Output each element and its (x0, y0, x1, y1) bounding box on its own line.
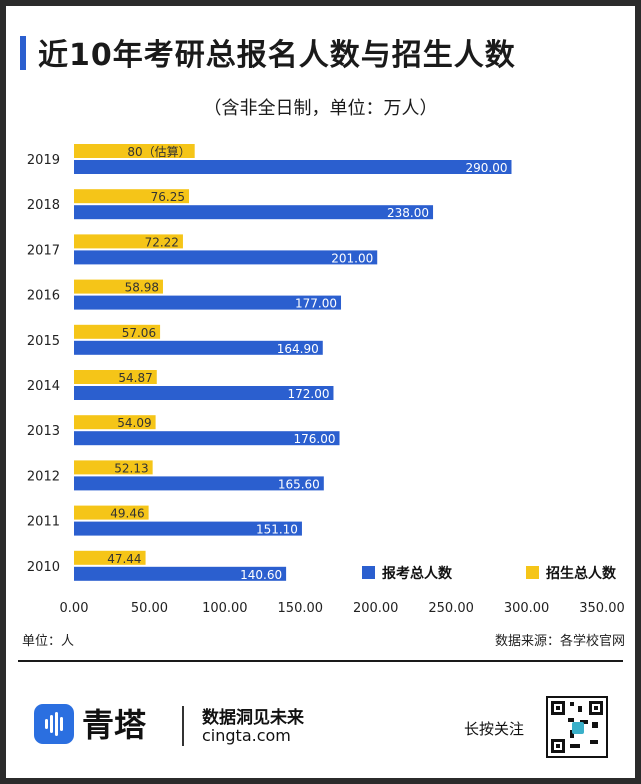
y-tick-label: 2018 (27, 198, 60, 213)
x-tick-label: 300.00 (504, 601, 550, 616)
data-label-recruit: 54.87 (118, 371, 152, 385)
qr-code-icon[interactable] (546, 696, 608, 758)
data-label-apply: 201.00 (331, 251, 373, 265)
data-label-apply: 290.00 (465, 161, 507, 175)
x-tick-label: 150.00 (278, 601, 324, 616)
bar-recruit (74, 144, 195, 158)
title-accent-bar (20, 36, 26, 70)
legend-swatch (526, 566, 539, 579)
data-label-apply: 238.00 (387, 206, 429, 220)
y-tick-label: 2011 (27, 515, 60, 530)
x-tick-label: 250.00 (428, 601, 474, 616)
source-note: 数据来源：各学校官网 (494, 634, 625, 649)
legend-swatch (362, 566, 375, 579)
brand-slogan: 数据洞见未来 (202, 708, 304, 728)
brand-divider (182, 706, 184, 746)
data-label-recruit: 58.98 (125, 281, 159, 295)
data-label-apply: 176.00 (294, 432, 336, 446)
legend-label: 报考总人数 (382, 565, 453, 582)
footer-divider (18, 660, 623, 662)
data-label-recruit: 47.44 (107, 552, 141, 566)
data-label-apply: 140.60 (240, 568, 282, 582)
brand-name: 青塔 (82, 706, 147, 744)
y-tick-label: 2012 (27, 469, 60, 484)
bar-apply (74, 295, 342, 310)
data-label-recruit: 80（估算） (127, 144, 190, 159)
bar-apply (74, 250, 378, 265)
y-tick-label: 2015 (27, 334, 60, 349)
x-tick-label: 0.00 (60, 601, 89, 616)
follow-prompt: 长按关注 (464, 720, 525, 738)
bar-recruit (74, 189, 190, 204)
bar-recruit (74, 370, 157, 384)
data-label-apply: 164.90 (277, 342, 319, 356)
y-tick-label: 2013 (27, 424, 60, 439)
bar-apply (74, 386, 334, 400)
bar-recruit (74, 550, 146, 565)
data-label-recruit: 49.46 (110, 507, 144, 521)
data-label-apply: 165.60 (278, 477, 320, 491)
data-label-recruit: 54.09 (117, 416, 151, 430)
bar-apply (74, 566, 287, 581)
data-label-recruit: 76.25 (151, 190, 185, 204)
x-tick-label: 350.00 (579, 601, 625, 616)
data-label-recruit: 52.13 (114, 461, 148, 475)
bar-recruit (74, 279, 163, 294)
data-label-recruit: 57.06 (122, 326, 156, 340)
bar-recruit (74, 234, 183, 249)
data-label-apply: 151.10 (256, 523, 298, 537)
bar-apply (74, 431, 340, 446)
legend-label: 招生总人数 (546, 565, 617, 582)
y-tick-label: 2017 (27, 243, 60, 258)
bar-apply (74, 205, 434, 220)
bar-apply (74, 476, 324, 491)
brand-domain: cingta.com (202, 726, 291, 745)
bar-apply (74, 521, 302, 536)
bar-apply (74, 160, 512, 174)
bar-chart: 2019 80（估算） 290.00 2018 76.25 238.00 2017 72.22… (27, 144, 625, 616)
x-tick-label: 50.00 (131, 601, 168, 616)
x-tick-label: 200.00 (353, 601, 399, 616)
bar-apply (74, 340, 323, 355)
page-subtitle: （含非全日制，单位：万人） (203, 98, 438, 119)
data-label-apply: 172.00 (287, 387, 329, 401)
y-tick-label: 2019 (27, 153, 60, 168)
bar-recruit (74, 505, 149, 520)
cingta-logo-icon (34, 704, 74, 744)
unit-note: 单位：人 (22, 634, 75, 649)
y-tick-label: 2010 (27, 560, 60, 575)
y-tick-label: 2014 (27, 379, 60, 394)
bar-recruit (74, 460, 153, 475)
y-tick-label: 2016 (27, 289, 60, 304)
x-tick-label: 100.00 (202, 601, 248, 616)
data-label-recruit: 72.22 (145, 235, 179, 249)
bar-recruit (74, 415, 156, 430)
page-title: 近10年考研总报名人数与招生人数 (38, 38, 516, 73)
data-label-apply: 177.00 (295, 297, 337, 311)
bar-recruit (74, 324, 161, 339)
